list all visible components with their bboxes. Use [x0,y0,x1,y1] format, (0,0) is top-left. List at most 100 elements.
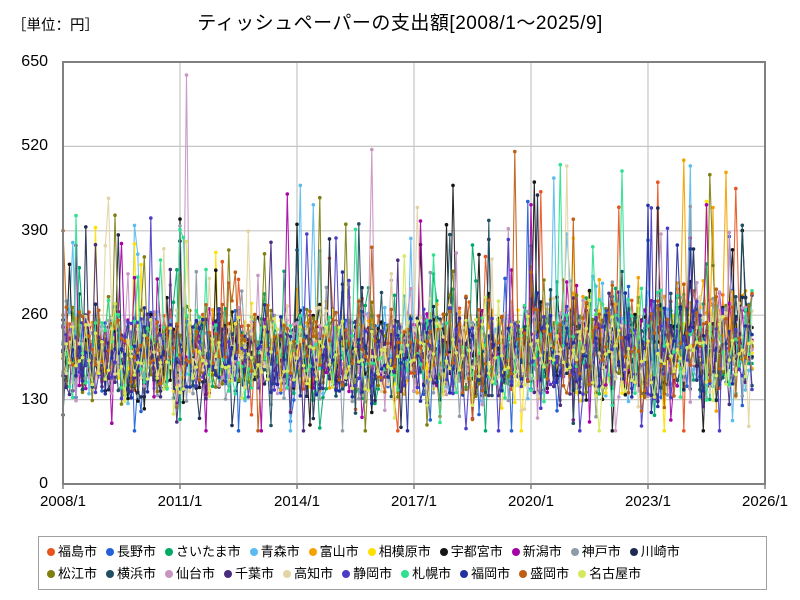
data-point [584,398,589,402]
data-point [305,232,309,236]
data-point [80,355,85,360]
data-point [253,312,257,317]
data-point [665,307,670,312]
data-point [483,254,488,259]
data-point [526,383,530,388]
data-point [451,337,455,342]
data-point [318,366,322,371]
data-point [165,327,169,331]
data-point [620,391,624,395]
data-point [223,365,228,370]
data-point [535,394,540,399]
data-point [214,332,218,336]
data-point [428,350,433,355]
data-point [149,312,153,317]
data-point [253,372,257,376]
data-point [467,328,472,333]
data-point [64,305,69,310]
data-point [522,383,527,387]
data-point [370,410,374,415]
data-point [688,164,693,168]
data-point [688,247,693,251]
data-point [532,363,537,367]
data-point [506,374,511,379]
data-point [597,384,602,388]
data-point [119,396,124,401]
data-point [126,272,130,276]
data-point [636,275,641,280]
data-point [659,288,663,293]
data-point [727,347,732,351]
data-point [633,312,637,317]
data-point [314,306,319,311]
data-point [516,350,520,355]
data-point [613,429,618,433]
data-point [604,391,608,395]
data-point [457,306,462,311]
data-point [227,325,231,329]
data-point [425,312,429,316]
data-point [64,332,69,337]
data-point [168,378,173,383]
data-point [454,350,459,355]
data-point [464,294,468,299]
data-point [695,346,699,350]
data-point [318,426,322,430]
data-point [344,382,348,387]
data-point [490,257,494,261]
data-point [295,248,299,252]
data-point [669,354,673,358]
chart-plot [61,61,766,489]
data-point [149,317,153,322]
data-point [730,338,735,343]
data-point [405,368,410,373]
data-point [682,282,686,287]
data-point [197,416,202,421]
data-point [389,366,394,371]
data-point [487,371,491,376]
data-point [480,308,485,313]
data-point [84,323,88,327]
data-point [737,363,741,368]
data-point [223,355,228,359]
data-point [467,377,472,381]
data-point [496,299,501,303]
data-point [490,316,494,321]
data-point [610,283,615,288]
data-point [214,365,218,370]
data-point [178,227,182,232]
data-point [734,372,738,377]
data-point [249,369,254,373]
data-point [97,335,101,340]
data-point [548,356,553,361]
data-point [597,297,602,302]
data-point [262,252,267,256]
data-point [678,341,683,346]
data-point [691,247,696,251]
data-point [727,402,732,407]
data-point [529,342,533,347]
data-point [197,378,202,382]
data-point [529,270,533,275]
data-point [171,396,176,400]
data-point [548,288,553,292]
data-point [142,380,147,384]
x-tick-label: 2008/1 [40,493,86,510]
data-point [418,399,423,403]
data-point [272,335,277,339]
data-point [682,371,686,376]
data-point [597,309,602,313]
data-point [604,383,608,387]
data-point [656,351,660,356]
data-point [132,319,137,324]
data-point [175,353,179,357]
data-point [734,295,738,299]
data-point [714,287,719,292]
data-point [571,334,576,339]
data-point [308,374,312,378]
data-point [308,364,312,369]
data-point [626,346,631,351]
data-point [145,336,150,341]
data-point [662,306,667,311]
data-point [574,357,579,362]
